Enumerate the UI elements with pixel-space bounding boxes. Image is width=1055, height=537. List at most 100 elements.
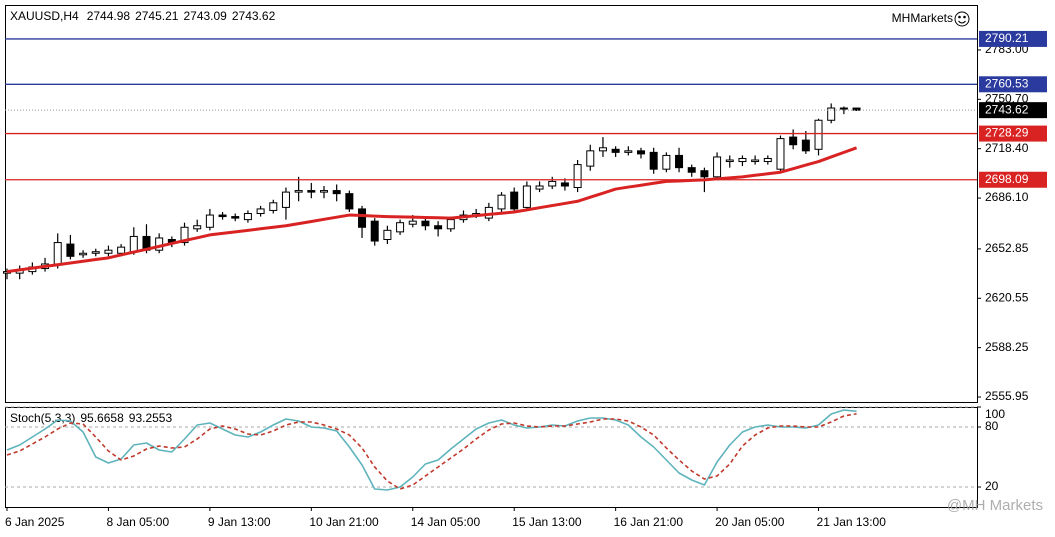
open-value: 2744.98 [87,9,131,23]
candle-body [91,251,100,254]
brand-smiley [954,11,970,27]
candles [3,103,861,280]
low-value: 2743.09 [183,9,227,23]
y-tick-label: 2588.25 [985,340,1029,354]
candle-body [129,235,138,253]
candle-body [332,190,341,195]
candle-body [281,191,290,208]
y-tick-label: 2718.40 [985,141,1029,155]
candle-body [193,225,202,230]
x-tick-label: 16 Jan 21:00 [614,515,684,529]
stoch-frame [5,407,978,508]
candle-body [180,226,189,244]
candle-body [79,252,88,256]
y-tick-label: 100 [985,407,1005,421]
x-tick-label: 6 Jan 2025 [5,515,65,529]
symbol: XAUUSD,H4 [10,9,79,23]
candle-body [434,225,443,230]
stoch-label: Stoch(5,3,3) [10,411,75,425]
stoch-line [6,409,857,491]
y-tick-label: 20 [985,479,999,493]
candle-body [560,182,569,187]
level-label: 2760.53 [985,76,1029,90]
candle-body [66,243,75,257]
brand: MHMarkets [892,11,953,25]
main-frame [5,5,978,403]
level-label: 2728.29 [985,126,1029,140]
candle-body [53,242,62,265]
level-label-box [979,171,1047,188]
level-label: 2698.09 [985,172,1029,186]
candle-body [814,119,823,150]
candle-body [700,170,709,178]
candle-body [789,136,798,146]
candle-body [231,216,240,219]
candle-body [839,107,848,110]
candle-body [497,194,506,210]
candle-body [751,159,760,163]
x-tick-label: 21 Jan 13:00 [817,515,887,529]
candle-body [307,190,316,193]
x-tick-label: 9 Jan 13:00 [208,515,271,529]
candle-body [117,246,126,254]
candle-body [776,138,785,170]
candle-body [649,151,658,170]
candle-body [801,139,810,152]
candle-body [687,167,696,173]
ohlc-header: XAUUSD,H4 2744.98 2745.21 2743.09 2743.62 [10,9,276,23]
stoch-line [6,412,857,490]
stoch-header: Stoch(5,3,3) 95.6658 93.2553 [10,411,172,425]
current-price-label: 2743.62 [985,102,1029,116]
candle-body [827,107,836,121]
current-price-box [979,102,1047,119]
x-tick-label: 14 Jan 05:00 [411,515,481,529]
candle-body [205,214,214,228]
candle-body [662,154,671,170]
close-value: 2743.62 [232,9,276,23]
candle-body [713,156,722,178]
candle-body [725,159,734,163]
candle-body [852,107,861,111]
stoch-d-value: 93.2553 [129,411,173,425]
candle-body [345,193,354,210]
level-label: 2790.21 [985,31,1029,45]
candle-body [408,220,417,225]
moving-average [6,146,858,274]
candle-body [763,157,772,163]
candle-body [421,220,430,227]
y-tick-label: 2652.85 [985,241,1029,255]
candle-body [256,208,265,215]
y-tick-label: 2686.10 [985,190,1029,204]
level-label-box [979,125,1047,142]
candle-body [624,150,633,153]
candle-body [510,191,519,210]
high-value: 2745.21 [135,9,179,23]
candle-body [535,185,544,190]
candle-body [637,150,645,155]
candle-body [396,222,405,233]
candle-body [294,190,303,193]
y-tick-label: 2555.95 [985,389,1029,403]
x-tick-label: 10 Jan 21:00 [309,515,379,529]
watermark: @MH Markets [947,497,1043,514]
y-tick-label: 2750.70 [985,91,1029,105]
candle-body [320,190,328,193]
stoch-k-value: 95.6658 [80,411,124,425]
y-tick-label: 80 [985,419,999,433]
candle-body [446,219,455,230]
candle-body [358,208,367,228]
x-tick-label: 8 Jan 05:00 [106,515,169,529]
level-label-box [979,30,1047,47]
candle-body [269,202,278,211]
candle-body [611,148,620,153]
candle-body [573,164,582,189]
candle-body [586,150,595,167]
candle-body [243,213,252,221]
candle-body [383,229,392,241]
candle-body [675,154,684,169]
candle-body [548,180,557,187]
x-tick-label: 15 Jan 13:00 [512,515,582,529]
candle-body [598,147,607,152]
candle-body [104,249,113,254]
